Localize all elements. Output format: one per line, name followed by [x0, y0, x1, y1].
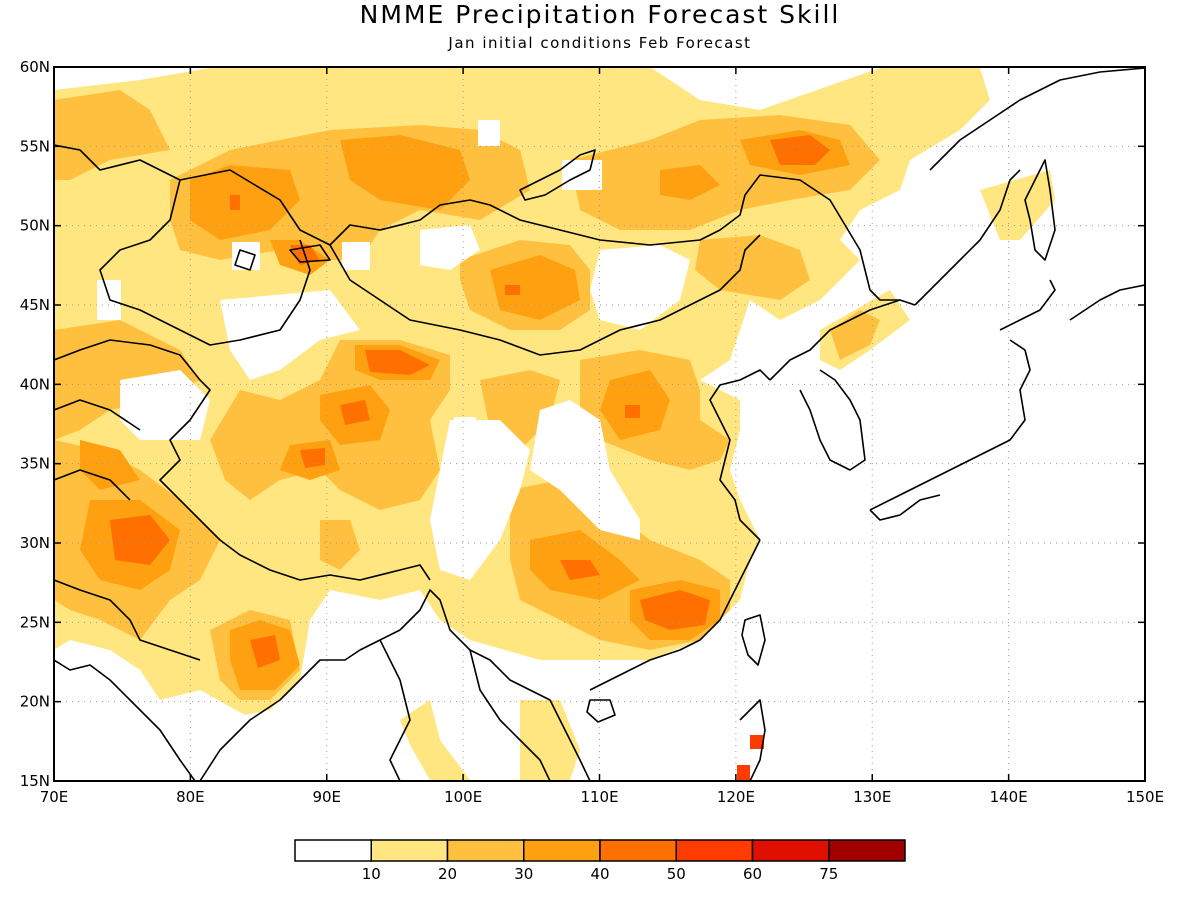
lon-label: 130E [853, 788, 891, 806]
latitude-labels: 60N 55N 50N 45N 40N 35N 30N 25N 20N 15N [20, 58, 50, 790]
coastlines-and-borders [54, 67, 1145, 781]
lat-label: 15N [20, 772, 50, 790]
skill-shading [54, 67, 1055, 781]
lat-label: 45N [20, 296, 50, 314]
masked-cells [97, 120, 690, 580]
colorbar-labels: 10 20 30 40 50 60 75 [362, 865, 839, 883]
axis-ticks [53, 66, 1146, 782]
lat-label: 20N [20, 693, 50, 711]
colorbar-label: 20 [438, 865, 457, 883]
colorbar-swatch [751, 839, 830, 862]
colorbar-swatch [599, 839, 677, 862]
map-gridlines [54, 67, 1145, 781]
colorbar-swatch [523, 839, 601, 862]
colorbar-label: 50 [667, 865, 686, 883]
lon-label: 70E [40, 788, 69, 806]
chart-title: NMME Precipitation Forecast Skill [359, 0, 841, 29]
lat-label: 40N [20, 375, 50, 393]
lon-label: 150E [1126, 788, 1164, 806]
lat-label: 50N [20, 217, 50, 235]
skill-40-50-region [110, 135, 830, 668]
colorbar-label: 30 [514, 865, 533, 883]
lat-label: 30N [20, 534, 50, 552]
lat-label: 55N [20, 137, 50, 155]
skill-50-60-region [737, 735, 764, 781]
colorbar-swatch [675, 839, 754, 862]
lat-label: 35N [20, 455, 50, 473]
lon-label: 120E [717, 788, 755, 806]
lat-label: 25N [20, 613, 50, 631]
lon-label: 80E [176, 788, 205, 806]
lat-label: 60N [20, 58, 50, 76]
colorbar-label: 40 [590, 865, 609, 883]
colorbar-swatch [446, 839, 525, 862]
colorbar-label: 10 [362, 865, 381, 883]
lon-label: 90E [312, 788, 341, 806]
colorbar-label: 60 [743, 865, 762, 883]
lon-label: 140E [990, 788, 1028, 806]
colorbar-swatch [828, 839, 906, 862]
colorbar-legend [294, 839, 906, 862]
lon-label: 100E [444, 788, 482, 806]
longitude-labels: 70E 80E 90E 100E 110E 120E 130E 140E 150E [40, 788, 1164, 806]
chart-subtitle: Jan initial conditions Feb Forecast [448, 34, 752, 52]
colorbar-swatch [370, 839, 449, 862]
colorbar-swatch [294, 839, 372, 862]
lon-label: 110E [580, 788, 618, 806]
colorbar-label: 75 [819, 865, 838, 883]
